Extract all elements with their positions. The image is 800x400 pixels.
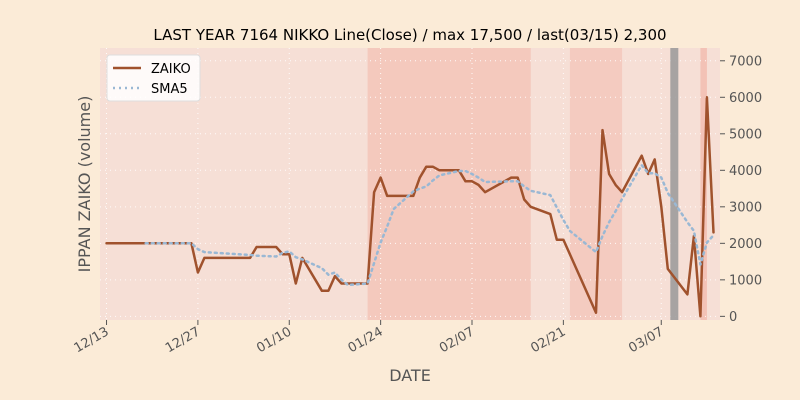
y-tick-label-1: 1000 [729, 273, 762, 288]
legend: ZAIKO SMA5 [106, 54, 201, 102]
y-axis-label: IPPAN ZAIKO (volume) [75, 96, 94, 273]
x-tick-label-2: 01/10 [254, 324, 294, 356]
markers-layer [670, 48, 679, 320]
y-tick-label-7: 7000 [729, 54, 762, 69]
x-axis-label: DATE [389, 366, 431, 385]
marker-band-0 [670, 48, 679, 320]
legend-label-zaiko: ZAIKO [151, 62, 191, 77]
series-layer [105, 96, 715, 318]
y-tick-label-5: 5000 [729, 127, 762, 142]
x-tick-label-6: 03/07 [626, 324, 666, 356]
legend-label-sma5: SMA5 [151, 82, 188, 97]
band-0 [367, 48, 531, 320]
x-tick-label-1: 12/27 [163, 324, 203, 356]
chart-title: LAST YEAR 7164 NIKKO Line(Close) / max 1… [153, 26, 666, 44]
x-tick-label-4: 02/07 [437, 324, 477, 356]
y-tick-label-3: 3000 [729, 200, 762, 215]
y-tick-label-0: 0 [729, 310, 737, 325]
y-ticks: 0 1000 2000 3000 4000 5000 6000 7000 [720, 54, 762, 325]
series-line-sma5 [144, 163, 715, 287]
x-ticks: 12/13 12/27 01/10 01/24 02/07 02/21 03/07 [72, 320, 666, 356]
bands-layer [367, 48, 707, 320]
series-line-zaiko [105, 96, 715, 318]
y-tick-label-2: 2000 [729, 237, 762, 252]
y-tick-label-4: 4000 [729, 164, 762, 179]
plot-area [100, 48, 720, 320]
x-tick-label-0: 12/13 [72, 324, 112, 356]
x-tick-label-5: 02/21 [528, 324, 568, 356]
legend-box [106, 54, 201, 102]
x-tick-label-3: 01/24 [346, 324, 386, 356]
y-tick-label-6: 6000 [729, 91, 762, 106]
